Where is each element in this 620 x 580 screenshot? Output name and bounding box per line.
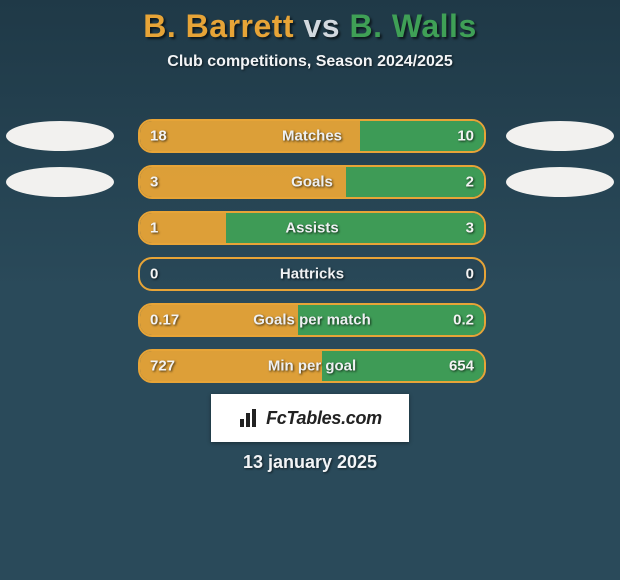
footer-logo: FcTables.com bbox=[211, 394, 409, 442]
team-badge-right bbox=[506, 167, 614, 197]
date-label: 13 january 2025 bbox=[0, 452, 620, 473]
team-badge-right bbox=[506, 121, 614, 151]
value-right: 0.2 bbox=[453, 312, 474, 329]
bar-chart-icon bbox=[238, 407, 260, 429]
fill-left bbox=[140, 167, 346, 197]
player2-name: B. Walls bbox=[349, 8, 476, 44]
value-left: 1 bbox=[150, 220, 158, 237]
fill-right bbox=[346, 167, 484, 197]
fill-right bbox=[226, 213, 484, 243]
page-title: B. Barrett vs B. Walls bbox=[0, 0, 620, 45]
stat-row: 1810Matches bbox=[0, 119, 620, 153]
value-left: 0.17 bbox=[150, 312, 179, 329]
team-badge-left bbox=[6, 121, 114, 151]
stat-row: 32Goals bbox=[0, 165, 620, 199]
vs-label: vs bbox=[303, 8, 340, 44]
comparison-infographic: B. Barrett vs B. Walls Club competitions… bbox=[0, 0, 620, 580]
subtitle: Club competitions, Season 2024/2025 bbox=[0, 53, 620, 71]
stat-bar: 13Assists bbox=[138, 211, 486, 245]
value-right: 10 bbox=[457, 128, 474, 145]
value-right: 2 bbox=[466, 174, 474, 191]
value-right: 3 bbox=[466, 220, 474, 237]
value-left: 3 bbox=[150, 174, 158, 191]
value-right: 0 bbox=[466, 266, 474, 283]
footer-logo-text: FcTables.com bbox=[266, 408, 382, 429]
value-left: 0 bbox=[150, 266, 158, 283]
stat-bar: 32Goals bbox=[138, 165, 486, 199]
stat-bar: 0 0Hattricks bbox=[138, 257, 486, 291]
value-left: 727 bbox=[150, 358, 175, 375]
stat-bar: 727654Min per goal bbox=[138, 349, 486, 383]
stat-row: 0.170.2Goals per match bbox=[0, 303, 620, 337]
stat-row: 13Assists bbox=[0, 211, 620, 245]
value-left: 18 bbox=[150, 128, 167, 145]
stat-bar: 1810Matches bbox=[138, 119, 486, 153]
stat-row: 0 0Hattricks bbox=[0, 257, 620, 291]
player1-name: B. Barrett bbox=[143, 8, 294, 44]
fill-left bbox=[140, 121, 360, 151]
team-badge-left bbox=[6, 167, 114, 197]
stat-row: 727654Min per goal bbox=[0, 349, 620, 383]
stat-bar: 0.170.2Goals per match bbox=[138, 303, 486, 337]
value-right: 654 bbox=[449, 358, 474, 375]
stat-label: Hattricks bbox=[140, 266, 484, 283]
